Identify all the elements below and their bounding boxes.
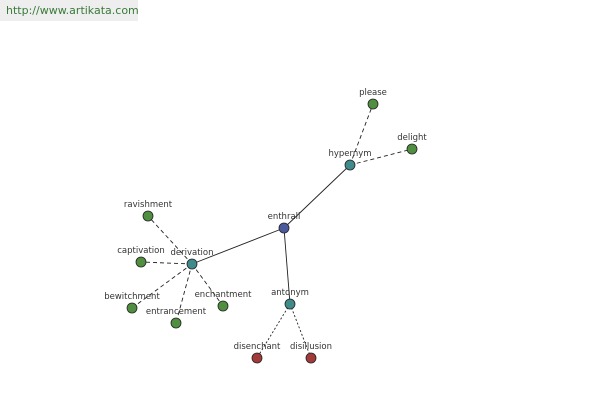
edge [191, 227, 285, 265]
node[interactable] [251, 352, 263, 364]
edge [283, 164, 351, 229]
node[interactable] [284, 298, 296, 310]
edge [349, 148, 413, 166]
node[interactable] [217, 300, 229, 312]
node[interactable] [278, 222, 290, 234]
node[interactable] [305, 352, 317, 364]
node[interactable] [126, 302, 138, 314]
edge [256, 303, 291, 359]
site-url[interactable]: http://www.artikata.com [0, 0, 139, 21]
edge [191, 263, 224, 307]
node-label: entrancement [146, 307, 207, 317]
node-label: disillusion [290, 342, 332, 352]
node-label: delight [397, 133, 427, 143]
node-label: enchantment [195, 290, 253, 300]
edge [283, 227, 291, 305]
node[interactable] [142, 210, 154, 222]
node-label: enthrall [268, 212, 301, 222]
edge [349, 103, 374, 166]
node[interactable] [406, 143, 418, 155]
node[interactable] [135, 256, 147, 268]
node-label: please [359, 88, 387, 98]
node[interactable] [344, 159, 356, 171]
node-label: derivation [170, 248, 213, 258]
node[interactable] [367, 98, 379, 110]
edge [147, 215, 193, 265]
node-label: bewitchment [104, 292, 160, 302]
node[interactable] [170, 317, 182, 329]
edge [289, 303, 312, 359]
edge [131, 263, 193, 309]
node-label: captivation [117, 246, 165, 256]
node-label: hypernym [328, 149, 371, 159]
node-label: disenchant [234, 342, 281, 352]
node[interactable] [186, 258, 198, 270]
edge [140, 261, 193, 265]
node-label: ravishment [124, 200, 173, 210]
node-label: antonym [271, 288, 309, 298]
edge [175, 263, 193, 324]
